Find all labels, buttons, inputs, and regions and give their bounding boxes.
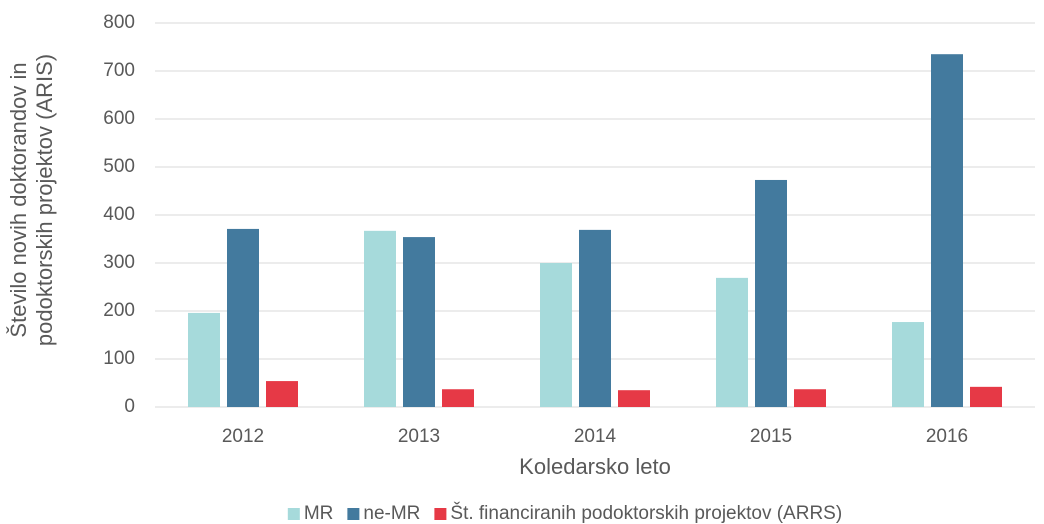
x-tick-label: 2015 <box>750 426 792 447</box>
x-tick-label: 2014 <box>574 426 617 447</box>
legend-label: Št. financiranih podoktorskih projektov … <box>450 502 842 524</box>
y-axis-label: podoktorskih projektov (ARIS) <box>32 54 57 346</box>
y-tick-label: 500 <box>103 156 135 177</box>
bar <box>794 389 826 407</box>
legend-swatch <box>434 508 447 520</box>
y-tick-label: 200 <box>103 300 135 321</box>
bar <box>188 312 220 407</box>
bar <box>227 228 259 407</box>
legend-label: ne-MR <box>363 503 420 524</box>
x-axis-label: Koledarsko leto <box>519 454 671 479</box>
bar <box>618 390 650 407</box>
bar <box>579 229 611 407</box>
x-tick-label: 2013 <box>398 426 440 447</box>
bar <box>266 381 298 407</box>
bar <box>364 230 396 407</box>
bar <box>403 237 435 407</box>
legend-swatch <box>287 508 300 520</box>
y-tick-label: 0 <box>124 396 135 417</box>
y-axis-label: Število novih doktorandov in <box>6 62 31 337</box>
bar <box>540 263 572 407</box>
y-tick-label: 700 <box>103 60 135 81</box>
legend-label: MR <box>304 503 334 524</box>
x-tick-label: 2012 <box>222 426 264 447</box>
y-tick-label: 100 <box>103 348 135 369</box>
y-tick-label: 400 <box>103 204 135 225</box>
legend-swatch <box>347 508 360 520</box>
bar <box>931 54 963 407</box>
x-tick-label: 2016 <box>926 426 968 447</box>
bar <box>716 277 748 407</box>
bar <box>755 179 787 407</box>
y-tick-label: 300 <box>103 252 135 273</box>
bar <box>892 322 924 407</box>
bar <box>970 386 1002 407</box>
bar <box>442 389 474 407</box>
y-tick-label: 600 <box>103 108 135 129</box>
y-tick-label: 800 <box>103 12 135 33</box>
